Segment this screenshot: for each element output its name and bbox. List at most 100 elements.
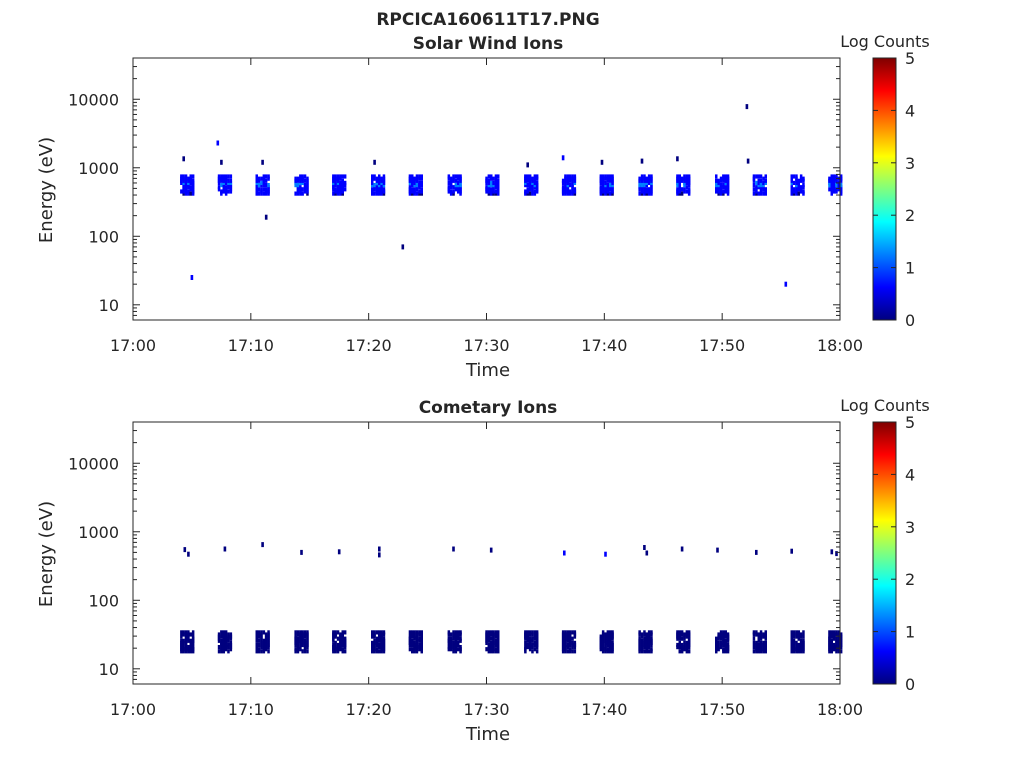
heatmap-cell (492, 189, 495, 194)
heatmap-cell (411, 187, 414, 192)
heatmap-cell (375, 630, 379, 635)
heatmap-cell (719, 630, 723, 635)
heatmap-cell (217, 645, 221, 650)
heatmap-cell (180, 634, 183, 639)
x-axis-label: Time (465, 724, 510, 745)
heatmap-cell (835, 649, 838, 654)
heatmap-cell (726, 174, 730, 179)
heatmap-cell (255, 630, 258, 635)
heatmap-cell (408, 189, 412, 194)
heatmap-cell (795, 174, 798, 179)
heatmap-cell (497, 183, 500, 188)
heatmap-cell (260, 638, 263, 643)
heatmap-cell (752, 176, 756, 181)
heatmap-cell (759, 183, 763, 188)
heatmap-cell (262, 191, 266, 196)
heatmap-cell (650, 647, 653, 652)
heatmap-cell (606, 183, 610, 188)
heatmap-cell (300, 549, 303, 555)
heatmap-cell (183, 547, 187, 553)
heatmap-cell (535, 189, 539, 194)
heatmap-cell (573, 630, 577, 635)
heatmap-cell (802, 183, 805, 188)
heatmap-cell (790, 185, 793, 190)
colorbar-label: Log Counts (840, 396, 930, 415)
heatmap-cell (687, 649, 691, 654)
heatmap-cell (762, 632, 765, 637)
heatmap-cell (524, 174, 527, 179)
x-tick-label: 17:50 (699, 700, 745, 719)
heatmap-cell (839, 638, 843, 643)
heatmap-cell (494, 174, 498, 179)
heatmap-cell (792, 649, 796, 654)
heatmap-cell (799, 632, 803, 637)
heatmap-cell (180, 638, 183, 643)
heatmap-cell (420, 174, 423, 179)
heatmap-cell (413, 634, 416, 639)
heatmap-cell (685, 176, 689, 181)
heatmap-cell (573, 176, 577, 181)
heatmap-cell (528, 630, 532, 635)
heatmap-cell (487, 191, 491, 196)
heatmap-cell (685, 630, 689, 635)
heatmap-cell (222, 638, 225, 643)
heatmap-cell (680, 176, 684, 181)
heatmap-cell (299, 638, 302, 643)
heatmap-cell (533, 640, 537, 645)
heatmap-cell (452, 189, 455, 194)
heatmap-cell (449, 185, 453, 190)
heatmap-cell (497, 191, 500, 196)
heatmap-cell (191, 174, 195, 179)
heatmap-cell (375, 189, 379, 194)
heatmap-cell (832, 189, 836, 194)
heatmap-cell (571, 649, 574, 654)
heatmap-cell (187, 638, 190, 643)
heatmap-cell (264, 189, 268, 194)
heatmap-cell (685, 640, 689, 645)
heatmap-cell (609, 174, 612, 179)
heatmap-cell (382, 187, 386, 192)
heatmap-cell (528, 191, 532, 196)
heatmap-cell (535, 649, 539, 654)
heatmap-cell (454, 178, 458, 183)
x-tick-label: 17:40 (581, 700, 627, 719)
heatmap-cell (490, 649, 493, 654)
heatmap-cell (191, 634, 195, 639)
heatmap-cell (719, 176, 723, 181)
x-axis-label: Time (465, 360, 510, 381)
heatmap-cell (535, 630, 539, 635)
heatmap-cell (334, 191, 337, 196)
heatmap-cell (187, 551, 190, 557)
heatmap-cell (683, 645, 686, 650)
heatmap-cell (802, 176, 805, 181)
heatmap-cell (420, 191, 423, 196)
heatmap-cell (227, 183, 230, 188)
heatmap-cell (526, 191, 529, 196)
heatmap-cell (294, 638, 297, 643)
heatmap-cell (371, 189, 374, 194)
heatmap-cell (645, 176, 648, 181)
heatmap-cell (638, 649, 641, 654)
heatmap-cell (752, 191, 756, 196)
heatmap-cell (832, 176, 836, 181)
heatmap-cell (415, 630, 419, 635)
heatmap-cell (408, 176, 412, 181)
heatmap-cell (413, 183, 416, 188)
heatmap-cell (837, 183, 841, 188)
heatmap-cell (683, 189, 686, 194)
heatmap-cell (835, 551, 838, 557)
heatmap-cell (191, 183, 195, 188)
heatmap-cell (609, 649, 612, 654)
heatmap-cell (561, 189, 565, 194)
heatmap-cell (222, 634, 225, 639)
heatmap-cell (490, 640, 493, 645)
heatmap-cell (373, 630, 376, 635)
heatmap-cell (830, 189, 833, 194)
heatmap-cell (332, 183, 335, 188)
heatmap-cell (180, 630, 183, 635)
heatmap-cell (533, 191, 537, 196)
heatmap-cell (224, 185, 228, 190)
heatmap-cell (224, 189, 228, 194)
heatmap-cell (184, 638, 188, 643)
